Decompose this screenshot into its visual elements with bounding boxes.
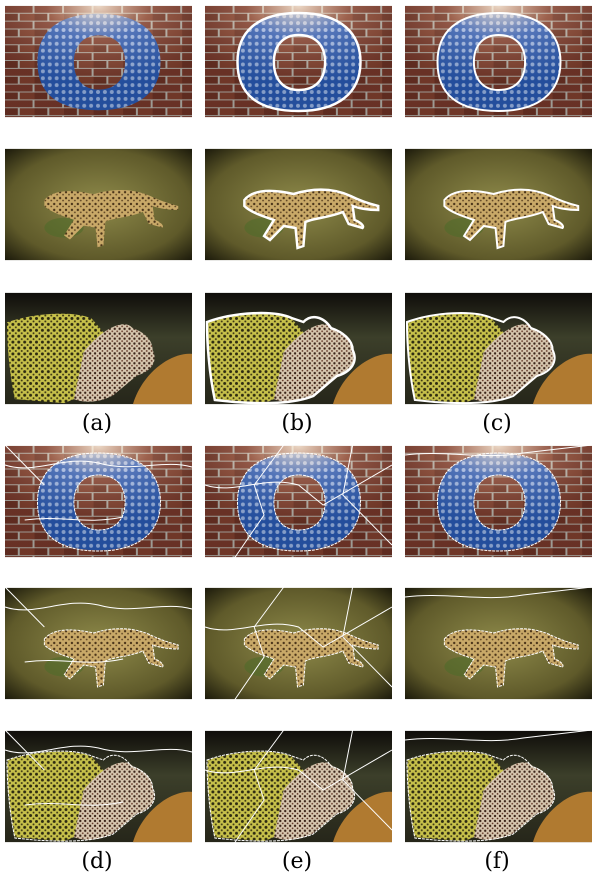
photo xyxy=(205,588,392,699)
photo xyxy=(405,6,592,117)
image-panel xyxy=(205,293,392,404)
photo xyxy=(405,293,592,404)
panel-label: (e) xyxy=(282,849,312,874)
image-panel xyxy=(205,445,392,558)
panel-label: (c) xyxy=(482,411,512,436)
photo xyxy=(405,149,592,260)
panel-label: (d) xyxy=(81,849,112,874)
image-panel xyxy=(405,730,592,842)
image-panel xyxy=(5,587,192,699)
image-panel xyxy=(405,445,592,557)
image-panel xyxy=(205,587,392,700)
image-panel xyxy=(405,293,592,404)
photo xyxy=(205,149,392,260)
image-panel xyxy=(205,6,392,117)
photo xyxy=(405,446,592,557)
image-panel xyxy=(205,149,392,260)
image-panel xyxy=(5,6,192,117)
image-panel xyxy=(5,730,192,842)
photo xyxy=(405,731,592,842)
photo xyxy=(205,731,392,842)
photo xyxy=(5,6,192,117)
image-panel xyxy=(5,445,192,557)
panel-label: (a) xyxy=(82,411,112,436)
image-panel xyxy=(405,149,592,260)
panel-label: (b) xyxy=(281,411,312,436)
image-panel xyxy=(5,293,192,404)
photo xyxy=(405,588,592,699)
panel-label: (f) xyxy=(484,849,509,874)
image-panel xyxy=(405,6,592,117)
image-panel xyxy=(5,149,192,260)
photo xyxy=(205,6,392,117)
photo xyxy=(5,149,192,260)
photo xyxy=(5,293,192,404)
photo xyxy=(205,293,392,404)
figure: (a) (b) (c) (d) (e) (f) xyxy=(0,0,592,880)
image-panel xyxy=(405,587,592,699)
photo xyxy=(205,446,392,557)
image-panel xyxy=(205,730,392,843)
